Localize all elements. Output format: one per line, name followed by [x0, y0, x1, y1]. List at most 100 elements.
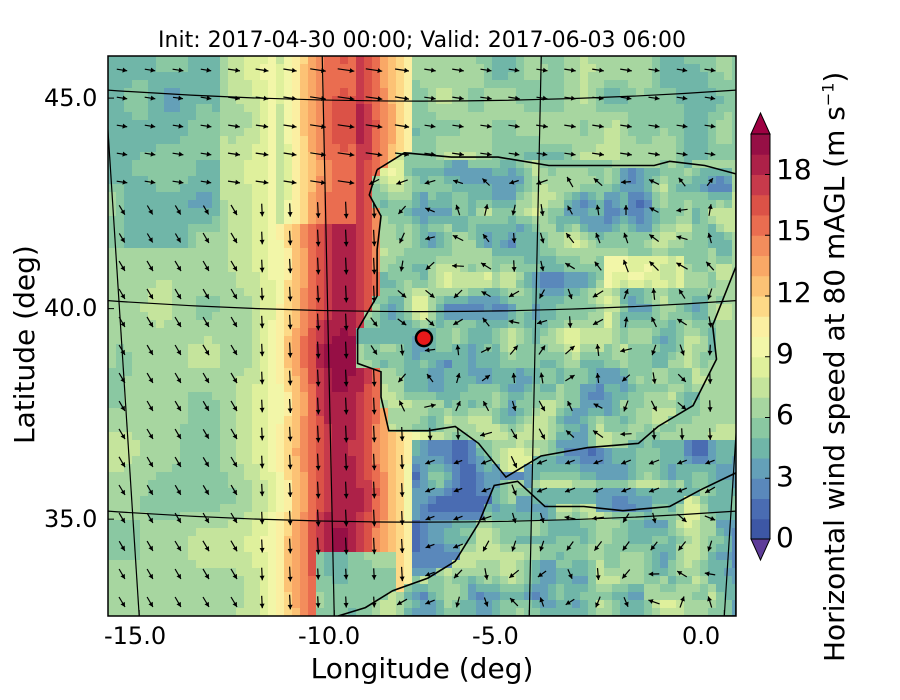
- wind-speed-cell: [380, 160, 389, 169]
- wind-speed-cell: [692, 328, 701, 337]
- wind-speed-cell: [396, 256, 405, 265]
- wind-speed-cell: [644, 360, 653, 369]
- wind-speed-cell: [476, 520, 485, 529]
- wind-speed-cell: [476, 192, 485, 201]
- wind-speed-cell: [404, 464, 413, 473]
- wind-speed-cell: [372, 128, 381, 137]
- wind-speed-cell: [188, 240, 197, 249]
- wind-speed-cell: [604, 464, 613, 473]
- wind-speed-cell: [524, 504, 533, 513]
- wind-speed-cell: [412, 104, 421, 113]
- wind-speed-cell: [364, 200, 373, 209]
- wind-speed-cell: [460, 56, 469, 65]
- wind-speed-cell: [604, 424, 613, 433]
- wind-speed-cell: [548, 128, 557, 137]
- wind-speed-cell: [548, 64, 557, 73]
- wind-speed-cell: [292, 168, 301, 177]
- wind-speed-cell: [332, 272, 341, 281]
- wind-speed-cell: [516, 216, 525, 225]
- wind-speed-cell: [308, 280, 317, 289]
- wind-speed-cell: [204, 80, 213, 89]
- wind-speed-cell: [524, 200, 533, 209]
- wind-speed-cell: [364, 496, 373, 505]
- wind-speed-cell: [476, 432, 485, 441]
- wind-speed-cell: [684, 88, 693, 97]
- wind-speed-cell: [484, 176, 493, 185]
- wind-speed-cell: [132, 312, 141, 321]
- wind-speed-cell: [692, 464, 701, 473]
- wind-speed-cell: [652, 136, 661, 145]
- wind-speed-cell: [244, 272, 253, 281]
- wind-speed-cell: [468, 368, 477, 377]
- wind-speed-cell: [348, 208, 357, 217]
- wind-speed-cell: [276, 512, 285, 521]
- wind-speed-cell: [388, 216, 397, 225]
- wind-speed-cell: [108, 432, 117, 441]
- wind-speed-cell: [148, 480, 157, 489]
- wind-speed-cell: [524, 88, 533, 97]
- wind-speed-cell: [620, 464, 629, 473]
- wind-speed-cell: [404, 472, 413, 481]
- wind-speed-cell: [572, 208, 581, 217]
- wind-speed-cell: [524, 528, 533, 537]
- wind-speed-cell: [668, 192, 677, 201]
- wind-speed-cell: [108, 288, 117, 297]
- wind-speed-cell: [284, 216, 293, 225]
- wind-speed-cell: [620, 304, 629, 313]
- wind-speed-cell: [220, 320, 229, 329]
- wind-speed-cell: [540, 440, 549, 449]
- wind-speed-cell: [188, 544, 197, 553]
- wind-speed-cell: [588, 200, 597, 209]
- wind-speed-cell: [148, 80, 157, 89]
- wind-speed-cell: [484, 520, 493, 529]
- wind-speed-cell: [508, 72, 517, 81]
- wind-speed-cell: [356, 536, 365, 545]
- wind-speed-cell: [572, 376, 581, 385]
- wind-speed-cell: [300, 88, 309, 97]
- wind-speed-cell: [132, 488, 141, 497]
- wind-speed-cell: [204, 56, 213, 65]
- wind-speed-cell: [244, 88, 253, 97]
- wind-speed-cell: [468, 408, 477, 417]
- wind-speed-cell: [716, 112, 725, 121]
- wind-speed-cell: [420, 504, 429, 513]
- wind-speed-cell: [532, 328, 541, 337]
- wind-speed-cell: [636, 248, 645, 257]
- wind-speed-cell: [692, 424, 701, 433]
- wind-speed-cell: [396, 312, 405, 321]
- wind-speed-cell: [292, 176, 301, 185]
- wind-speed-cell: [220, 424, 229, 433]
- wind-speed-cell: [540, 248, 549, 257]
- wind-speed-cell: [580, 280, 589, 289]
- wind-speed-cell: [148, 96, 157, 105]
- wind-speed-cell: [492, 392, 501, 401]
- wind-speed-cell: [188, 224, 197, 233]
- wind-speed-cell: [292, 248, 301, 257]
- wind-speed-cell: [644, 408, 653, 417]
- wind-speed-cell: [620, 552, 629, 561]
- wind-speed-cell: [572, 80, 581, 89]
- wind-speed-cell: [708, 384, 717, 393]
- wind-speed-cell: [428, 344, 437, 353]
- wind-speed-cell: [452, 376, 461, 385]
- wind-speed-cell: [292, 232, 301, 241]
- wind-speed-cell: [644, 376, 653, 385]
- wind-speed-cell: [388, 344, 397, 353]
- wind-speed-cell: [340, 64, 349, 73]
- wind-speed-cell: [644, 64, 653, 73]
- wind-speed-cell: [460, 208, 469, 217]
- wind-speed-cell: [204, 200, 213, 209]
- wind-speed-cell: [548, 216, 557, 225]
- wind-speed-cell: [188, 328, 197, 337]
- wind-speed-cell: [340, 296, 349, 305]
- wind-speed-cell: [212, 440, 221, 449]
- wind-speed-cell: [676, 96, 685, 105]
- wind-speed-cell: [420, 344, 429, 353]
- wind-speed-cell: [724, 536, 733, 545]
- wind-speed-cell: [444, 392, 453, 401]
- wind-speed-cell: [580, 216, 589, 225]
- wind-speed-cell: [364, 88, 373, 97]
- wind-speed-cell: [172, 264, 181, 273]
- wind-speed-cell: [172, 56, 181, 65]
- wind-speed-cell: [276, 320, 285, 329]
